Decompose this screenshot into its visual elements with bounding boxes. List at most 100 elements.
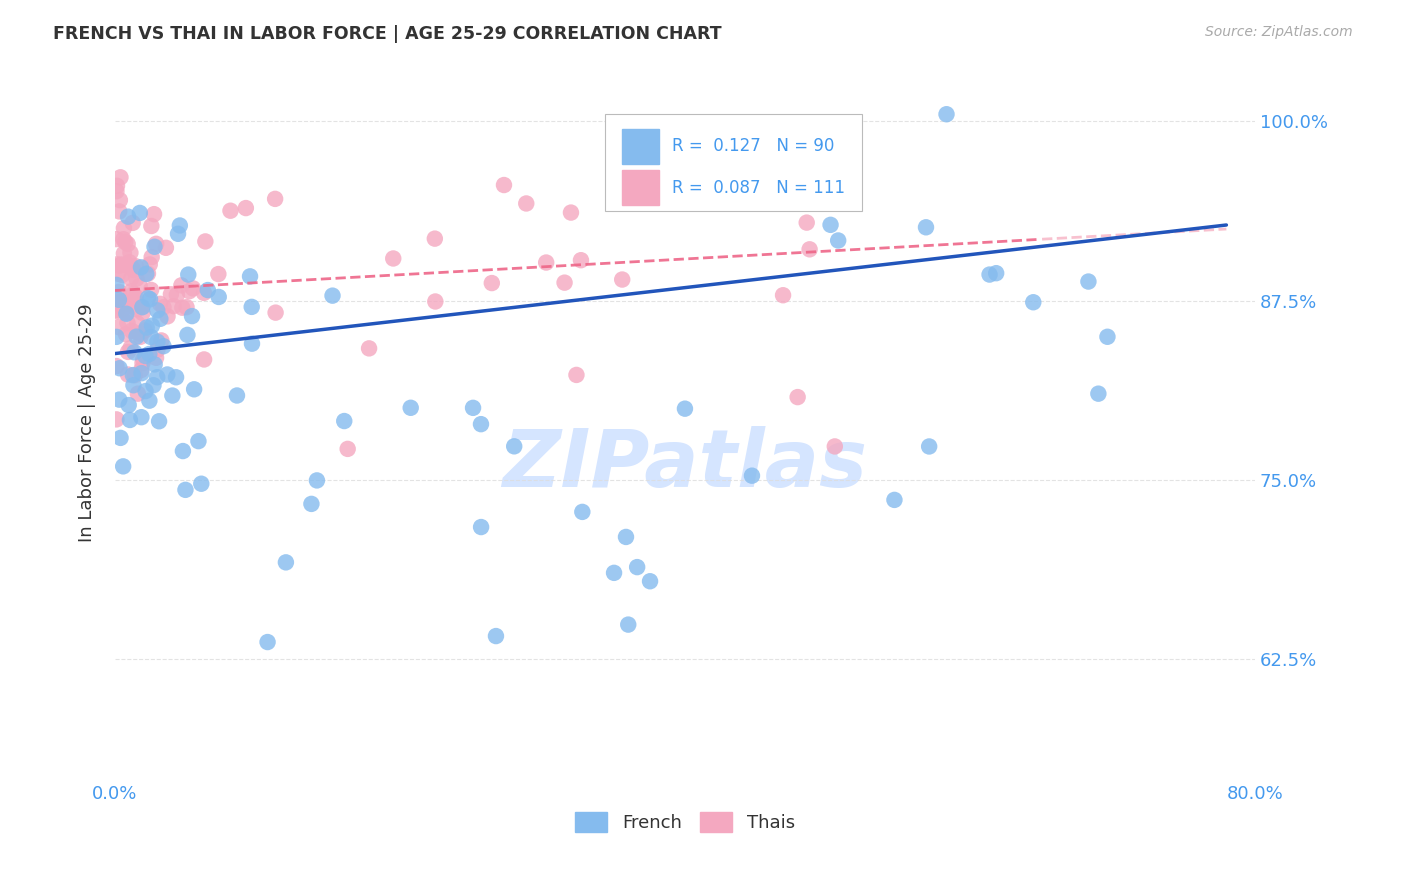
French <box>138 393 160 408</box>
Thais <box>118 255 141 269</box>
Thais <box>131 300 153 314</box>
Thais <box>124 296 146 310</box>
Thais <box>181 281 204 295</box>
Thais <box>108 259 131 273</box>
Thais <box>336 442 359 456</box>
Thais <box>125 271 148 285</box>
French <box>256 635 278 649</box>
French <box>614 530 637 544</box>
French <box>146 303 169 318</box>
French <box>208 290 231 304</box>
Thais <box>120 285 142 299</box>
French <box>1097 330 1119 344</box>
Thais <box>565 368 588 382</box>
Thais <box>122 287 145 301</box>
French <box>135 384 157 398</box>
Thais <box>141 250 163 264</box>
Thais <box>115 305 138 319</box>
Thais <box>156 310 179 324</box>
Thais <box>105 178 128 193</box>
Thais <box>139 257 162 271</box>
French <box>226 388 249 402</box>
Thais <box>492 178 515 192</box>
Thais <box>107 320 129 334</box>
French <box>626 560 648 574</box>
Thais <box>134 323 156 337</box>
French <box>986 266 1008 280</box>
Thais <box>108 193 131 207</box>
Y-axis label: In Labor Force | Age 25-29: In Labor Force | Age 25-29 <box>79 303 96 541</box>
Thais <box>117 316 139 330</box>
French <box>274 555 297 569</box>
FancyBboxPatch shape <box>623 129 659 163</box>
French <box>156 368 179 382</box>
French <box>187 434 209 449</box>
Thais <box>131 306 153 320</box>
Thais <box>105 184 128 198</box>
French <box>333 414 356 428</box>
French <box>741 468 763 483</box>
Thais <box>772 288 794 302</box>
French <box>638 574 661 589</box>
Thais <box>194 235 217 249</box>
Thais <box>117 368 139 382</box>
Thais <box>357 342 380 356</box>
Thais <box>207 267 229 281</box>
Thais <box>132 352 155 367</box>
Thais <box>108 204 131 219</box>
Thais <box>125 294 148 309</box>
French <box>108 293 131 307</box>
Thais <box>129 330 152 344</box>
French <box>470 520 492 534</box>
Thais <box>111 268 134 282</box>
Thais <box>481 276 503 290</box>
Thais <box>110 170 132 185</box>
French <box>176 327 198 342</box>
Thais <box>111 302 134 317</box>
French <box>148 414 170 428</box>
French <box>1087 386 1109 401</box>
French <box>112 459 135 474</box>
French <box>197 283 219 297</box>
French <box>172 444 194 458</box>
Thais <box>108 285 131 299</box>
French <box>118 398 141 412</box>
Thais <box>125 290 148 304</box>
Thais <box>554 276 576 290</box>
Thais <box>145 351 167 365</box>
Thais <box>107 267 129 281</box>
Thais <box>122 263 145 277</box>
French <box>169 219 191 233</box>
Thais <box>128 278 150 293</box>
Thais <box>120 271 142 285</box>
French <box>129 260 152 275</box>
French <box>239 269 262 284</box>
Thais <box>179 284 201 298</box>
Thais <box>796 216 818 230</box>
French <box>485 629 508 643</box>
French <box>918 440 941 454</box>
French <box>571 505 593 519</box>
Thais <box>120 341 142 355</box>
Thais <box>105 232 128 246</box>
French <box>1077 275 1099 289</box>
Text: R =  0.087   N = 111: R = 0.087 N = 111 <box>672 178 845 196</box>
Thais <box>758 194 780 208</box>
Thais <box>117 237 139 252</box>
Thais <box>120 245 142 260</box>
Thais <box>143 207 166 221</box>
Thais <box>121 216 143 230</box>
Thais <box>129 363 152 377</box>
French <box>827 234 849 248</box>
Thais <box>162 299 184 313</box>
French <box>117 210 139 224</box>
Thais <box>172 301 194 315</box>
French <box>190 476 212 491</box>
Thais <box>105 302 128 317</box>
Thais <box>612 272 634 286</box>
Thais <box>125 302 148 317</box>
French <box>935 107 957 121</box>
French <box>399 401 422 415</box>
French <box>143 240 166 254</box>
Thais <box>127 386 149 401</box>
